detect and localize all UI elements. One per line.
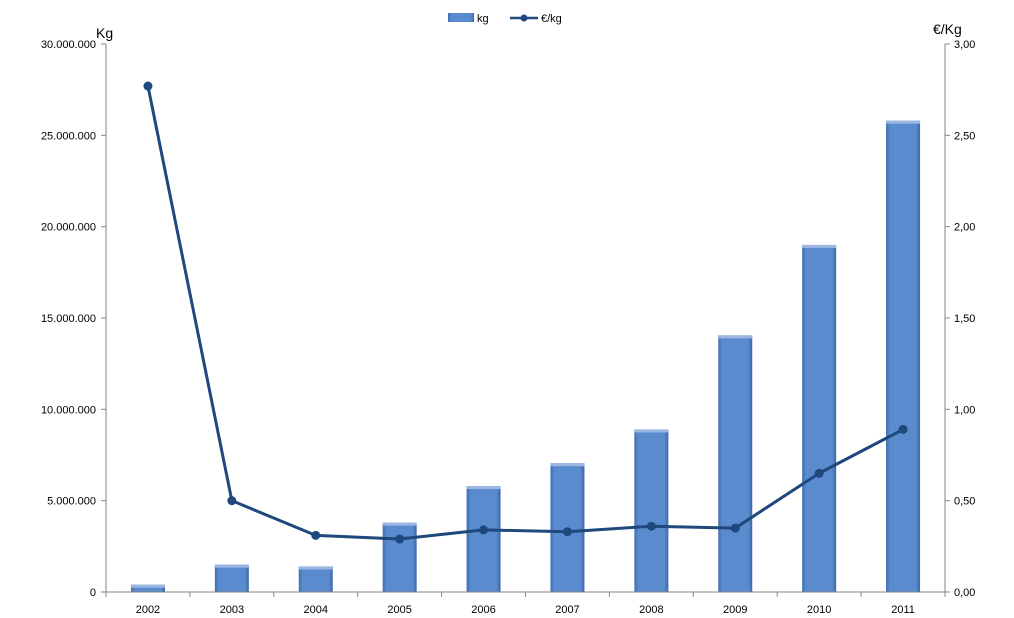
bar — [298, 566, 333, 592]
y-right-tick-label: 0,00 — [954, 587, 975, 599]
bar-series-kg — [130, 120, 921, 592]
y-right-tick-label: 3,00 — [954, 39, 975, 51]
bar-top-highlight — [214, 564, 249, 568]
x-tick-label: 2010 — [807, 604, 831, 616]
y-axis-right-title: €/Kg — [933, 21, 962, 37]
line-point — [311, 530, 321, 540]
line-point — [562, 527, 572, 537]
bar — [634, 429, 669, 592]
line-point — [730, 523, 740, 533]
y-right-tick-label: 2,50 — [954, 130, 975, 142]
line-point — [814, 468, 824, 478]
bar — [130, 584, 165, 592]
bar-top-highlight — [382, 522, 417, 526]
bar-top-highlight — [130, 584, 165, 588]
bar-top-highlight — [550, 463, 585, 467]
y-left-tick-label: 20.000.000 — [41, 222, 96, 234]
x-tick-label: 2005 — [387, 604, 411, 616]
x-tick-label: 2002 — [136, 604, 160, 616]
line-path — [146, 85, 904, 541]
y-left-tick-label: 0 — [90, 587, 96, 599]
bar — [718, 335, 753, 592]
line-point — [646, 521, 656, 531]
bar-top-highlight — [466, 486, 501, 490]
y-left-tick-label: 15.000.000 — [41, 313, 96, 325]
y-right-tick-label: 1,50 — [954, 313, 975, 325]
legend-label-eur-kg: €/kg — [541, 13, 562, 25]
bar-top-highlight — [298, 566, 333, 570]
y-right-tick-label: 0,50 — [954, 496, 975, 508]
bar-top-highlight — [634, 429, 669, 433]
x-tick-label: 2003 — [220, 604, 244, 616]
bar-top-highlight — [886, 120, 921, 124]
line-point — [227, 496, 237, 506]
bar-top-highlight — [718, 335, 753, 339]
y-left-tick-label: 30.000.000 — [41, 39, 96, 51]
bar — [802, 244, 837, 592]
bar — [886, 120, 921, 592]
legend-label-kg: kg — [477, 13, 489, 25]
x-tick-label: 2011 — [891, 604, 915, 616]
legend: kg €/kg — [448, 13, 562, 25]
y-left-tick-label: 5.000.000 — [47, 496, 96, 508]
bar — [382, 522, 417, 592]
line-point — [898, 424, 908, 434]
x-tick-label: 2008 — [639, 604, 663, 616]
x-tick-label: 2007 — [555, 604, 579, 616]
y-axis-left-title: Kg — [96, 25, 113, 41]
x-tick-label: 2006 — [471, 604, 495, 616]
y-left-tick-label: 10.000.000 — [41, 404, 96, 416]
y-axis-left-ticks: 0 5.000.000 10.000.000 15.000.000 20.000.000… — [41, 39, 106, 599]
y-right-tick-label: 2,00 — [954, 222, 975, 234]
line-point — [395, 534, 405, 544]
y-left-tick-label: 25.000.000 — [41, 130, 96, 142]
x-tick-label: 2009 — [723, 604, 747, 616]
x-axis-ticks: 2002 2003 2004 2005 2006 2007 2008 2009 2010 2011 — [105, 592, 946, 616]
bar-top-highlight — [802, 244, 837, 248]
x-tick-label: 2004 — [304, 604, 328, 616]
bar — [466, 486, 501, 592]
line-series-eur-kg — [143, 81, 908, 544]
legend-swatch-eur-kg-marker — [520, 14, 528, 22]
y-axis-right-ticks: 0,00 0,50 1,00 1,50 2,00 2,50 3,00 — [945, 39, 975, 599]
line-point — [143, 81, 153, 91]
line-point — [479, 525, 489, 535]
bar — [214, 564, 249, 592]
y-right-tick-label: 1,00 — [954, 404, 975, 416]
legend-swatch-kg — [448, 13, 474, 22]
